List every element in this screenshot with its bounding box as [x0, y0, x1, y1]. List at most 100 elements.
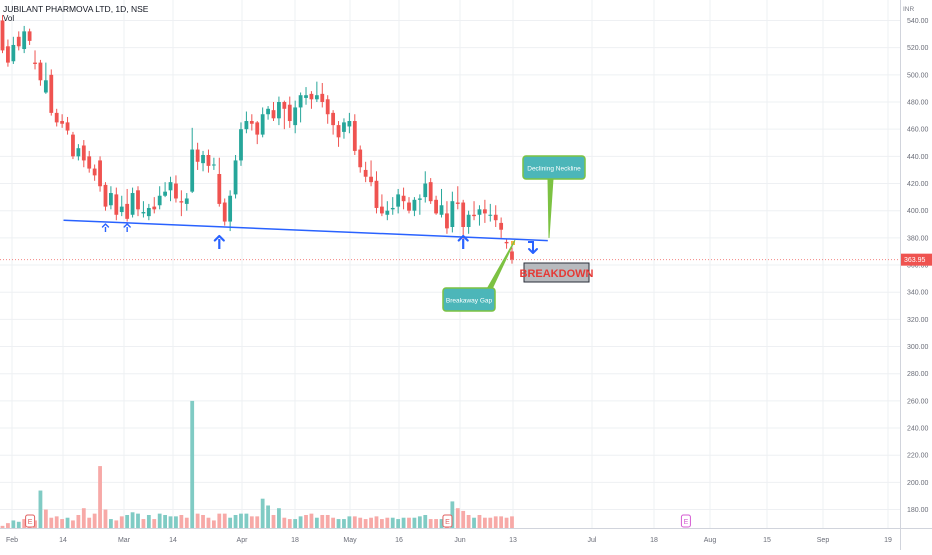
- candle-body: [169, 182, 173, 190]
- volume-bar: [120, 516, 124, 528]
- candle-body: [266, 109, 270, 114]
- candle-body: [407, 203, 411, 211]
- candle-body: [234, 160, 238, 194]
- gap-callout-pointer: [487, 240, 515, 289]
- volume-bar: [49, 518, 53, 529]
- volume-bar: [163, 515, 167, 529]
- volume-bar: [39, 491, 43, 529]
- volume-bar: [217, 514, 221, 529]
- price-tick-label: 420.00: [907, 181, 929, 188]
- volume-bar: [114, 520, 118, 528]
- candle-body: [87, 156, 91, 168]
- price-tick-label: 400.00: [907, 208, 929, 215]
- candle-body: [49, 75, 53, 113]
- candle-body: [337, 125, 341, 137]
- volume-bar: [418, 516, 422, 528]
- candle-body: [396, 194, 400, 206]
- candle-body: [304, 95, 308, 98]
- candle-body: [93, 169, 97, 176]
- candle-body: [82, 145, 86, 160]
- earnings-marker-label: E: [28, 519, 33, 526]
- volume-bar: [255, 516, 259, 528]
- candle-body: [179, 201, 183, 202]
- price-tick-label: 500.00: [907, 72, 929, 79]
- candle-body: [282, 102, 286, 109]
- candle-body: [39, 63, 43, 81]
- volume-bar: [6, 523, 10, 528]
- volume-bar: [320, 515, 324, 529]
- candle-body: [60, 121, 64, 124]
- volume-bar: [125, 515, 129, 529]
- price-tick-label: 540.00: [907, 18, 929, 25]
- volume-bar: [44, 510, 48, 529]
- candle-body: [445, 213, 449, 228]
- currency-label: INR: [903, 6, 914, 13]
- volume-bar: [11, 520, 15, 528]
- candle-body: [125, 204, 129, 219]
- time-tick-label: Mar: [118, 537, 131, 544]
- candle-body: [347, 121, 351, 126]
- candle-body: [142, 212, 146, 213]
- candle-body: [22, 31, 26, 49]
- candle-body: [207, 155, 211, 166]
- candle-body: [461, 203, 465, 227]
- candle-body: [114, 194, 118, 214]
- time-tick-label: 14: [169, 537, 177, 544]
- candle-body: [261, 114, 265, 134]
- candle-body: [391, 208, 395, 209]
- volume-bar: [510, 516, 514, 528]
- breakdown-label: BREAKDOWN: [520, 268, 594, 280]
- volume-bar: [190, 401, 194, 529]
- volume-bar: [299, 516, 303, 528]
- price-axis[interactable]: 540.00520.00500.00480.00460.00440.00420.…: [901, 0, 932, 550]
- candle-body: [358, 150, 362, 168]
- volume-bar: [223, 514, 227, 529]
- time-tick-label: Jun: [454, 537, 465, 544]
- volume-bar: [391, 518, 395, 529]
- volume-bar: [185, 518, 189, 529]
- candle-body: [28, 31, 32, 41]
- candle-body: [131, 193, 135, 215]
- price-tick-label: 280.00: [907, 371, 929, 378]
- volume-bar: [331, 518, 335, 529]
- candle-body: [201, 155, 205, 163]
- candle-body: [98, 160, 102, 186]
- volume-bar: [483, 518, 487, 529]
- price-tick-label: 220.00: [907, 453, 929, 460]
- candle-body: [320, 94, 324, 102]
- candle-body: [369, 177, 373, 182]
- price-tick-label: 260.00: [907, 398, 929, 405]
- gap-callout-text: Breakaway Gap: [446, 298, 493, 305]
- volume-bar: [304, 515, 308, 529]
- candle-body: [434, 200, 438, 214]
- candle-body: [375, 181, 379, 208]
- candle-body: [185, 198, 189, 203]
- candle-body: [120, 207, 124, 212]
- candle-body: [418, 198, 422, 199]
- volume-bar: [82, 508, 86, 528]
- candle-body: [385, 211, 389, 215]
- candle-body: [228, 196, 232, 222]
- volume-bar: [467, 515, 471, 529]
- volume-bar: [488, 518, 492, 529]
- candle-body: [331, 113, 335, 125]
- price-tick-label: 440.00: [907, 154, 929, 161]
- candle-body: [429, 182, 433, 201]
- price-tick-label: 340.00: [907, 290, 929, 297]
- candle-body: [353, 121, 357, 151]
- earnings-marker-label: E: [684, 519, 689, 526]
- volume-bar: [179, 515, 183, 529]
- volume-bar: [375, 516, 379, 528]
- time-tick-label: Feb: [6, 537, 18, 544]
- time-tick-label: 18: [291, 537, 299, 544]
- volume-bar: [272, 515, 276, 529]
- volume-bar: [245, 514, 249, 529]
- volume-label: Vol: [3, 14, 14, 23]
- volume-bar: [413, 518, 417, 529]
- volume-bar: [499, 516, 503, 528]
- volume-bar: [71, 520, 75, 528]
